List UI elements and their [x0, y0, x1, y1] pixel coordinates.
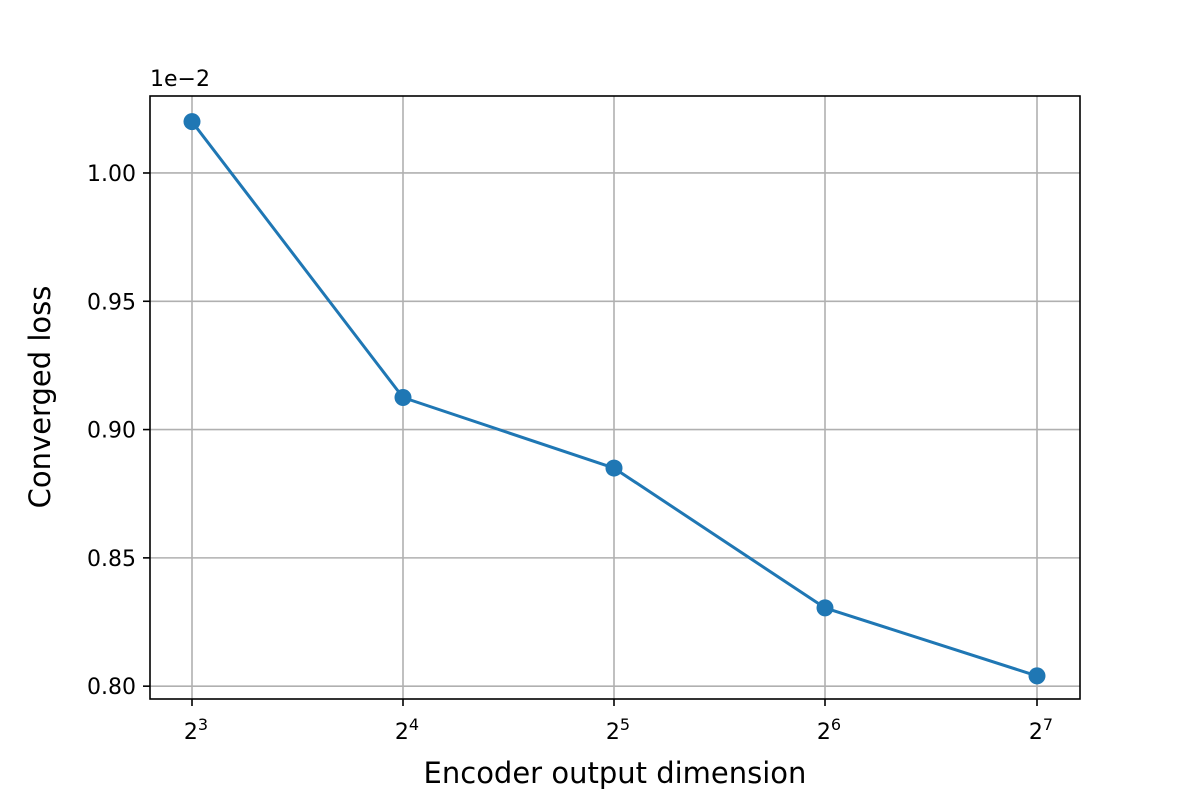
x-tick-base: 2: [184, 720, 198, 745]
y-tick-label: 0.80: [87, 675, 136, 700]
x-tick-label: 25: [606, 715, 630, 745]
y-tick-label: 0.90: [87, 419, 136, 444]
y-tick-label: 0.85: [87, 547, 136, 572]
y-axis-ticks: 0.80 0.85 0.90 0.95 1.00: [87, 162, 150, 700]
y-axis-multiplier: 1e−2: [150, 67, 210, 92]
x-tick-exponent: 7: [1043, 715, 1053, 734]
x-axis-ticks: 23 24 25 26 27: [184, 699, 1053, 745]
x-tick-exponent: 3: [198, 715, 208, 734]
x-tick-label: 26: [817, 715, 841, 745]
y-tick-label: 1.00: [87, 162, 136, 187]
plot-frame: [149, 95, 1081, 700]
data-point: [1028, 667, 1046, 685]
x-axis-title: Encoder output dimension: [424, 756, 807, 790]
x-tick-label: 27: [1029, 715, 1053, 745]
y-axis-title: Converged loss: [23, 286, 57, 509]
data-point: [394, 389, 412, 406]
x-tick-exponent: 6: [831, 715, 841, 734]
x-tick-label: 24: [395, 715, 419, 745]
y-tick-label: 0.95: [87, 290, 136, 315]
x-tick-exponent: 4: [409, 715, 419, 734]
x-tick-base: 2: [606, 720, 620, 745]
x-tick-base: 2: [1029, 720, 1043, 745]
x-tick-label: 23: [184, 715, 208, 745]
data-point: [183, 113, 201, 131]
data-point: [816, 599, 834, 617]
x-tick-base: 2: [817, 720, 831, 745]
x-tick-base: 2: [395, 720, 409, 745]
x-tick-exponent: 5: [620, 715, 630, 734]
data-series: [183, 113, 1046, 685]
data-point: [605, 459, 623, 477]
grid-lines: [150, 96, 1080, 699]
